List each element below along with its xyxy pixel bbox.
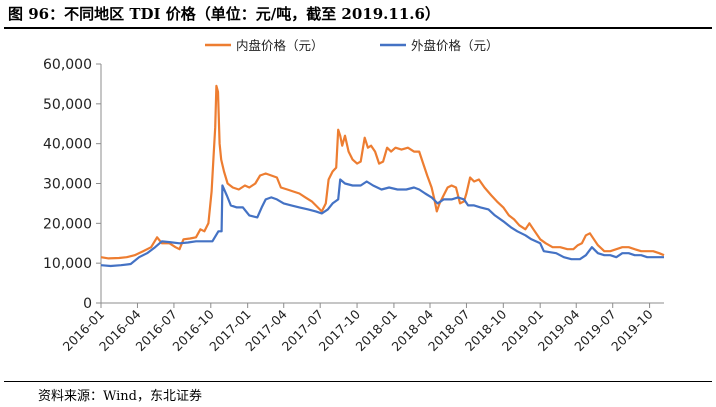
legend-label-domestic: 内盘价格（元） (236, 38, 324, 53)
y-tick-label: 10,000 (43, 256, 92, 272)
source-note: 资料来源：Wind，东北证券 (38, 389, 202, 404)
series-line-domestic (100, 84, 665, 260)
figure-title: 图 96：不同地区 TDI 价格（单位：元/吨，截至 2019.11.6） (8, 5, 440, 23)
legend: 内盘价格（元） 外盘价格（元） (205, 38, 499, 53)
series-line-overseas (100, 178, 664, 268)
y-tick-label: 60,000 (43, 57, 92, 73)
y-tick-label: 40,000 (43, 137, 92, 153)
y-tick-label: 30,000 (43, 177, 92, 193)
title-rule (4, 27, 712, 29)
series-layer (100, 84, 665, 268)
legend-label-overseas: 外盘价格（元） (411, 38, 499, 53)
source-rule (4, 381, 712, 382)
y-tick-label: 0 (83, 296, 92, 312)
y-tick-label: 50,000 (43, 97, 92, 113)
y-axis: 0 10,000 20,000 30,000 40,000 50,000 60,000 (43, 57, 102, 312)
x-axis: 2016-012016-042016-072016-102017-012017-… (60, 302, 664, 354)
y-tick-label: 20,000 (43, 216, 92, 232)
